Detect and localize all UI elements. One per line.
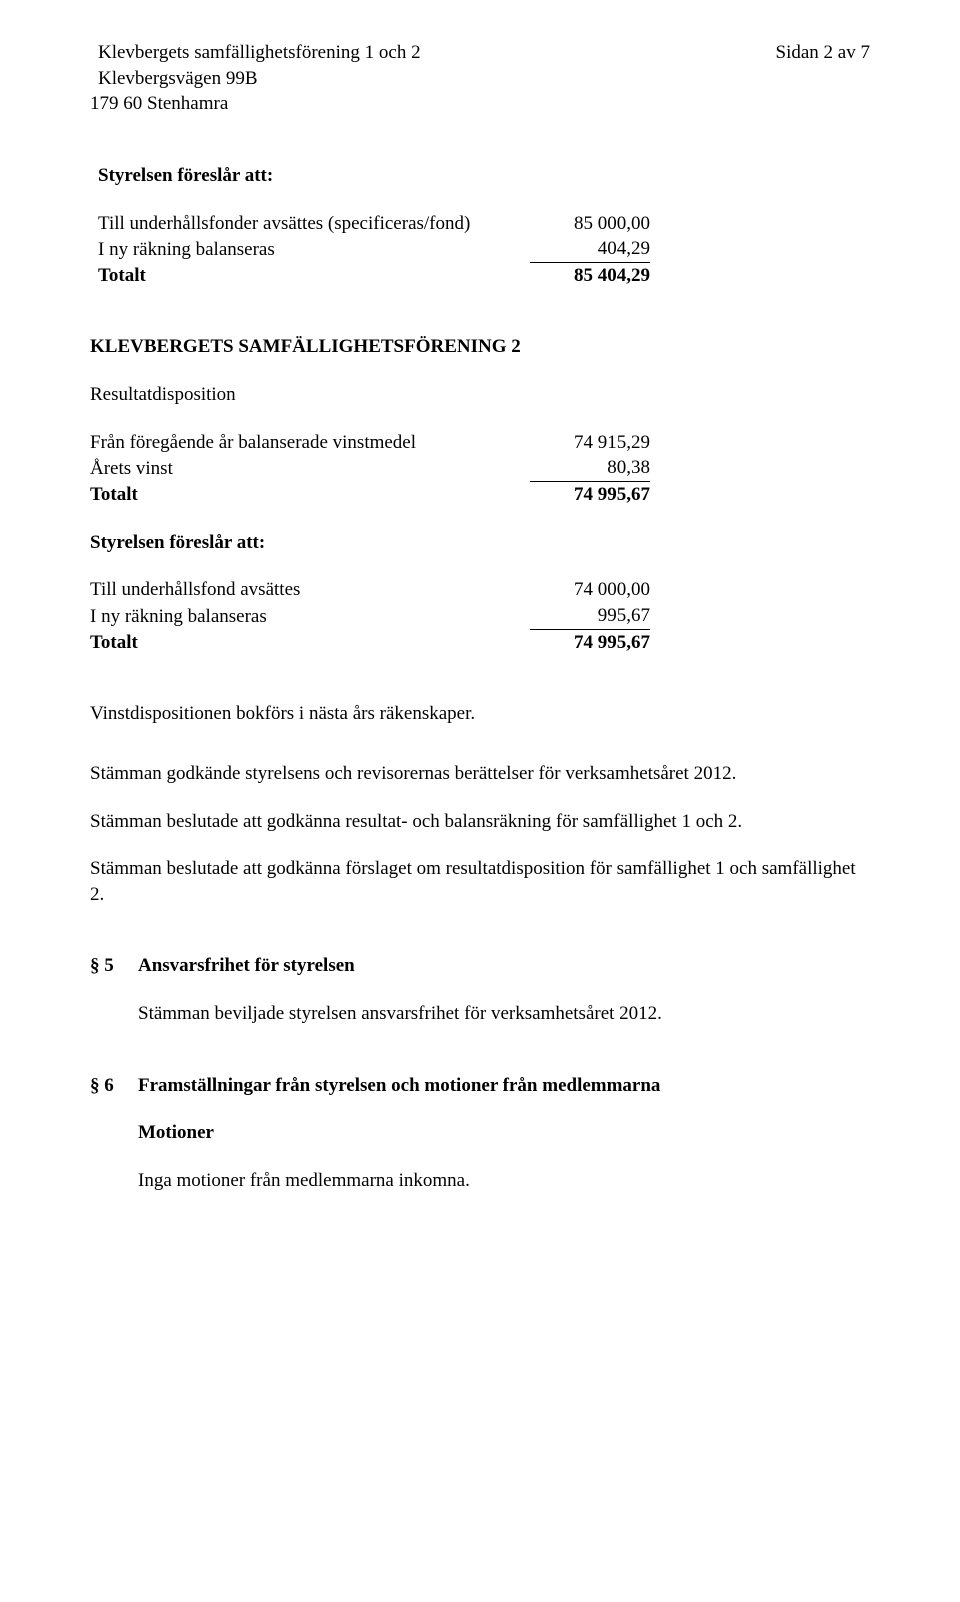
row-value: 404,29 xyxy=(530,236,650,263)
table-row: I ny räkning balanseras 404,29 xyxy=(90,236,650,263)
table-row: Till underhållsfonder avsättes (specific… xyxy=(90,211,650,237)
row-label: Totalt xyxy=(90,482,530,508)
section-6: § 6Framställningar från styrelsen och mo… xyxy=(90,1073,870,1194)
motions-heading: Motioner xyxy=(138,1120,870,1146)
org-line-1: Klevbergets samfällighetsförening 1 och … xyxy=(98,40,421,66)
org2-heading: KLEVBERGETS SAMFÄLLIGHETSFÖRENING 2 xyxy=(90,334,870,360)
row-label: Från föregående år balanserade vinstmede… xyxy=(90,430,530,456)
table-row: Årets vinst 80,38 xyxy=(90,455,650,482)
org-line-3: 179 60 Stenhamra xyxy=(90,91,421,117)
row-value: 74 000,00 xyxy=(530,577,650,603)
row-value: 74 995,67 xyxy=(530,630,650,656)
table-row-total: Totalt 85 404,29 xyxy=(90,263,650,289)
row-label: Totalt xyxy=(98,263,530,289)
table-row: Till underhållsfond avsättes 74 000,00 xyxy=(90,577,650,603)
section-number: § 6 xyxy=(90,1073,138,1099)
table-row-total: Totalt 74 995,67 xyxy=(90,482,650,508)
row-value: 995,67 xyxy=(530,603,650,630)
section-body: Stämman beviljade styrelsen ansvarsfrihe… xyxy=(138,1001,870,1027)
section-number: § 5 xyxy=(90,953,138,979)
row-label: I ny räkning balanseras xyxy=(90,604,530,630)
page-header: Klevbergets samfällighetsförening 1 och … xyxy=(90,40,870,117)
paragraph: Stämman beslutade att godkänna resultat-… xyxy=(90,809,870,835)
row-label: Till underhållsfond avsättes xyxy=(90,577,530,603)
proposes-heading-1: Styrelsen föreslår att: xyxy=(98,163,870,189)
row-label: Till underhållsfonder avsättes (specific… xyxy=(98,211,530,237)
table-result-2: Från föregående år balanserade vinstmede… xyxy=(90,430,650,508)
page: Klevbergets samfällighetsförening 1 och … xyxy=(0,0,960,1602)
table-fund-1: Till underhållsfonder avsättes (specific… xyxy=(90,211,650,289)
proposes-heading-2: Styrelsen föreslår att: xyxy=(90,530,870,556)
row-value: 74 915,29 xyxy=(530,430,650,456)
row-value: 85 404,29 xyxy=(530,263,650,289)
row-value: 74 995,67 xyxy=(530,482,650,508)
table-fund-2: Till underhållsfond avsättes 74 000,00 I… xyxy=(90,577,650,655)
row-label: I ny räkning balanseras xyxy=(98,237,530,263)
result-disposition-label: Resultatdisposition xyxy=(90,382,870,408)
paragraph: Stämman beslutade att godkänna förslaget… xyxy=(90,856,870,907)
row-value: 80,38 xyxy=(530,455,650,482)
section-5: § 5Ansvarsfrihet för styrelsen Stämman b… xyxy=(90,953,870,1026)
section-title: Framställningar från styrelsen och motio… xyxy=(138,1073,660,1099)
table-row: I ny räkning balanseras 995,67 xyxy=(90,603,650,630)
row-label: Årets vinst xyxy=(90,456,530,482)
page-number: Sidan 2 av 7 xyxy=(776,40,870,117)
motions-body: Inga motioner från medlemmarna inkomna. xyxy=(138,1168,870,1194)
org-address: Klevbergets samfällighetsförening 1 och … xyxy=(90,40,421,117)
table-row: Från föregående år balanserade vinstmede… xyxy=(90,430,650,456)
org-line-2: Klevbergsvägen 99B xyxy=(98,66,421,92)
row-label: Totalt xyxy=(90,630,530,656)
paragraph: Stämman godkände styrelsens och revisore… xyxy=(90,761,870,787)
row-value: 85 000,00 xyxy=(530,211,650,237)
section-title: Ansvarsfrihet för styrelsen xyxy=(138,953,355,979)
paragraph: Vinstdispositionen bokförs i nästa års r… xyxy=(90,701,870,727)
table-row-total: Totalt 74 995,67 xyxy=(90,630,650,656)
